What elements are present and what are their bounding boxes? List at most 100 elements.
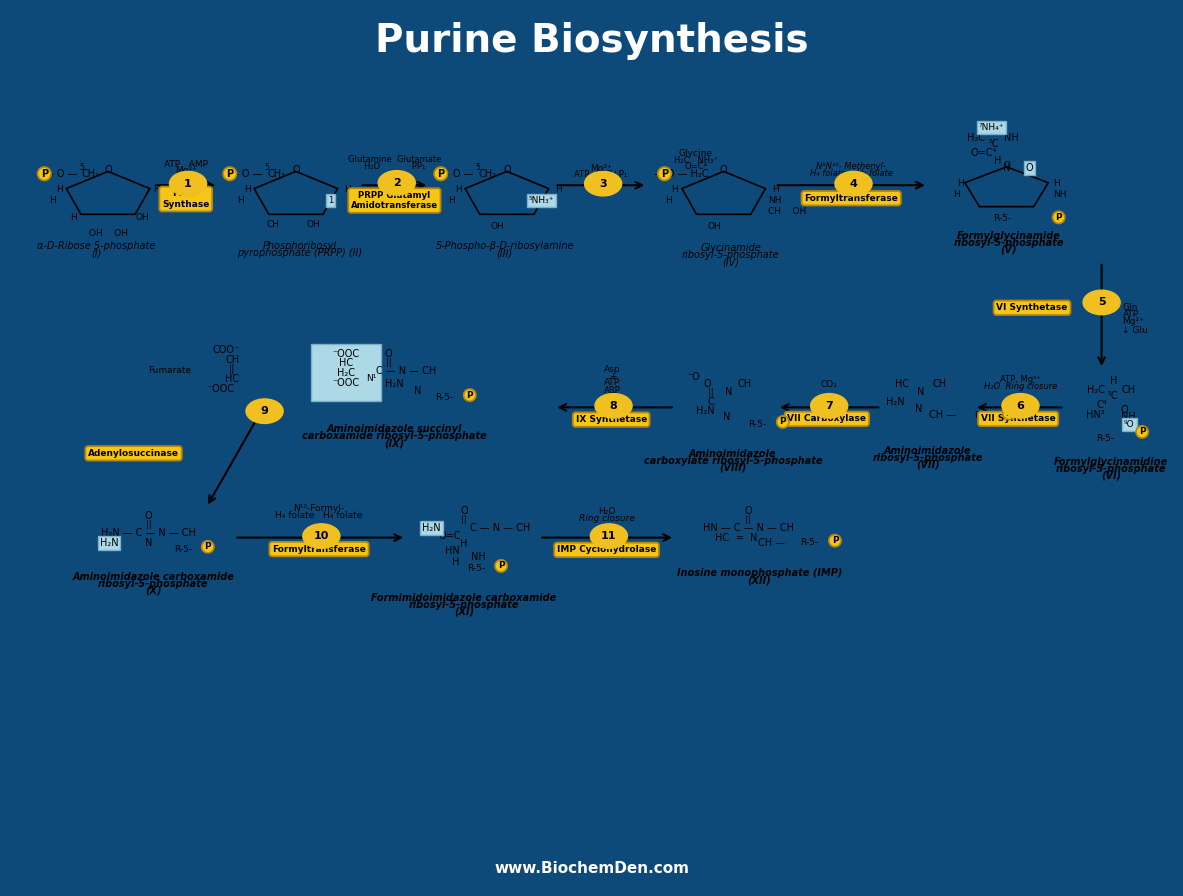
Text: O: O	[1026, 163, 1034, 173]
Text: Ring closure: Ring closure	[578, 514, 634, 523]
Text: Fumarate: Fumarate	[148, 366, 192, 375]
Text: H₂N — C — N — CH: H₂N — C — N — CH	[102, 528, 196, 538]
Text: VII Carboxylase: VII Carboxylase	[788, 414, 866, 423]
Text: ||: ||	[146, 520, 151, 529]
Text: (I): (I)	[91, 249, 102, 259]
Text: O: O	[744, 505, 752, 516]
Text: NH: NH	[471, 552, 486, 562]
Circle shape	[169, 171, 207, 196]
Text: (IV): (IV)	[722, 257, 739, 267]
Text: Formimidoimidazole carboxamide: Formimidoimidazole carboxamide	[371, 593, 556, 603]
Text: 2: 2	[393, 178, 401, 188]
Text: P: P	[661, 168, 668, 178]
Text: 5: 5	[265, 163, 270, 172]
Text: 3: 3	[600, 178, 607, 189]
Text: P: P	[1006, 409, 1013, 418]
Text: Phosphoribosyl: Phosphoribosyl	[263, 241, 336, 251]
Text: H₂O: H₂O	[597, 507, 615, 516]
Text: COO⁻: COO⁻	[213, 345, 240, 355]
Text: H: H	[772, 185, 780, 194]
Text: H: H	[556, 185, 562, 194]
Text: R-5-: R-5-	[435, 393, 453, 402]
Text: H: H	[70, 213, 77, 222]
Text: ribosyl-5-phosphate: ribosyl-5-phosphate	[408, 599, 519, 609]
Text: R-5-: R-5-	[748, 419, 767, 428]
Text: ABP: ABP	[605, 386, 621, 395]
Text: H: H	[448, 196, 454, 205]
Text: Mg²⁺: Mg²⁺	[1123, 317, 1144, 326]
Text: OH: OH	[491, 222, 504, 231]
Text: H: H	[1110, 375, 1117, 385]
Text: ⁵NH₃⁺: ⁵NH₃⁺	[529, 196, 555, 205]
Text: H: H	[454, 185, 461, 194]
Text: (X): (X)	[146, 586, 162, 596]
Text: carboxamide ribosyl-5-phosphate: carboxamide ribosyl-5-phosphate	[302, 431, 486, 441]
Text: (IX): (IX)	[384, 438, 405, 448]
Text: P: P	[205, 542, 211, 551]
Circle shape	[595, 393, 632, 418]
Text: P: P	[226, 168, 233, 178]
Circle shape	[835, 171, 872, 196]
Text: H₂C   NH₃⁺: H₂C NH₃⁺	[674, 156, 718, 165]
Text: P: P	[1055, 213, 1062, 222]
Text: CO₂: CO₂	[821, 380, 838, 389]
Text: ribosyl-5-phosphate: ribosyl-5-phosphate	[681, 250, 780, 261]
Text: HC: HC	[896, 379, 910, 390]
Text: ATP: ATP	[605, 378, 620, 387]
Text: ribosyl-5-phosphate: ribosyl-5-phosphate	[1055, 464, 1166, 474]
Text: Formyltransferase: Formyltransferase	[272, 545, 366, 554]
Text: H: H	[56, 185, 63, 194]
Text: O: O	[292, 165, 299, 175]
Text: Glutamine  Glutamate: Glutamine Glutamate	[348, 155, 441, 164]
Text: (VI): (VI)	[1101, 471, 1121, 481]
Text: P: P	[40, 168, 47, 178]
Text: H₂N: H₂N	[386, 379, 403, 390]
Text: HN: HN	[445, 547, 460, 556]
Text: H: H	[244, 185, 251, 194]
Text: ribosyl-5-phosphate: ribosyl-5-phosphate	[98, 579, 208, 589]
Text: HC: HC	[338, 358, 353, 368]
Text: ||: ||	[386, 358, 392, 366]
Text: H: H	[344, 185, 351, 194]
Text: Aminoimidazole succinyl: Aminoimidazole succinyl	[327, 424, 463, 435]
Text: H₂N: H₂N	[422, 522, 441, 532]
Text: H: H	[994, 156, 1001, 166]
Text: ||: ||	[709, 388, 713, 397]
Text: Aminoimidazole: Aminoimidazole	[884, 445, 971, 456]
Text: 1: 1	[185, 178, 192, 189]
Text: ⁻OOC: ⁻OOC	[332, 349, 360, 358]
Circle shape	[246, 399, 283, 424]
Text: CH₂: CH₂	[267, 168, 285, 178]
Text: H: H	[50, 196, 56, 205]
Text: OH: OH	[306, 220, 321, 228]
Text: CH₂: CH₂	[82, 168, 99, 178]
Text: ⁹O: ⁹O	[1124, 419, 1134, 428]
Text: N: N	[725, 387, 732, 397]
Text: R-5-: R-5-	[1095, 435, 1114, 444]
Text: P: P	[1139, 427, 1145, 436]
Text: H: H	[953, 190, 961, 199]
Text: 4: 4	[849, 178, 858, 189]
Text: 10: 10	[313, 531, 329, 541]
Text: H₄ folate   H₄ folate: H₄ folate H₄ folate	[276, 511, 363, 520]
Text: O —: O —	[356, 195, 376, 205]
Text: N: N	[750, 532, 757, 543]
Text: Gln: Gln	[1123, 303, 1138, 313]
Text: CH₂: CH₂	[478, 168, 496, 178]
Text: O: O	[503, 165, 511, 175]
Text: H: H	[154, 185, 160, 194]
Text: H₂O            PP₁: H₂O PP₁	[363, 161, 425, 170]
Text: H: H	[452, 557, 459, 567]
Text: ribosyl-5-phosphate: ribosyl-5-phosphate	[953, 238, 1065, 248]
Text: Purine Biosynthesis: Purine Biosynthesis	[375, 22, 808, 60]
Text: CH: CH	[737, 379, 751, 390]
Text: CH: CH	[266, 220, 279, 228]
Text: (VIII): (VIII)	[719, 462, 746, 472]
Text: P: P	[498, 562, 504, 571]
Text: Aminoimidazole carboxamide: Aminoimidazole carboxamide	[72, 572, 234, 582]
Text: H₂C: H₂C	[1087, 384, 1105, 395]
Text: H: H	[1053, 179, 1060, 188]
Text: O=C⁴: O=C⁴	[970, 148, 996, 158]
Text: PRPP Glutamyl
Amidotransferase: PRPP Glutamyl Amidotransferase	[351, 191, 438, 211]
Text: 6: 6	[1016, 401, 1024, 411]
